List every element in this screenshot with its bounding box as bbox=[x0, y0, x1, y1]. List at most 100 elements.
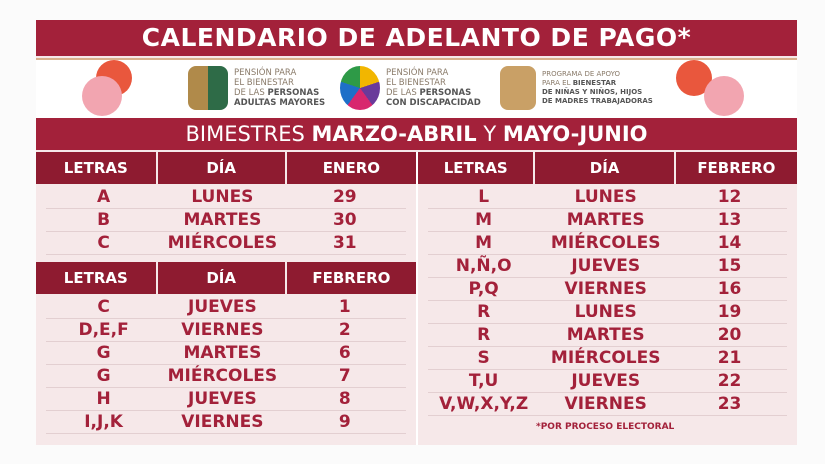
table-row: C MIÉRCOLES 31 bbox=[46, 232, 406, 255]
letters-cell: M bbox=[475, 210, 493, 230]
table-row: T,U JUEVES 22 bbox=[428, 370, 787, 393]
table-febrero-2: LETRAS DÍA FEBRERO L LUNES 12 M MARTES 13 M MIÉRCO… bbox=[418, 152, 797, 416]
letters-cell: M bbox=[475, 233, 493, 253]
day-cell: JUEVES bbox=[571, 256, 641, 276]
column-header: DÍA bbox=[158, 262, 287, 294]
table-row: R MARTES 20 bbox=[428, 324, 787, 347]
date-cell: 19 bbox=[717, 302, 742, 322]
table-row: I,J,K VIERNES 9 bbox=[46, 411, 406, 434]
program-text: ADULTAS MAYORES bbox=[234, 98, 326, 108]
program-text: PERSONAS bbox=[267, 88, 320, 98]
subtitle: BIMESTRES MARZO-ABRIL Y MAYO-JUNIO bbox=[36, 118, 797, 150]
letters-cell: H bbox=[96, 389, 111, 409]
date-cell: 29 bbox=[332, 187, 357, 207]
subtitle-text: MARZO-ABRIL bbox=[311, 122, 477, 146]
program-text: DE MADRES TRABAJADORAS bbox=[542, 97, 653, 105]
date-cell: 16 bbox=[717, 279, 742, 299]
letters-cell: T,U bbox=[468, 371, 499, 391]
page-title: CALENDARIO DE ADELANTO DE PAGO* bbox=[36, 20, 797, 56]
table-row: G MIÉRCOLES 7 bbox=[46, 365, 406, 388]
program-text: PERSONAS bbox=[419, 88, 472, 98]
column-header: LETRAS bbox=[36, 262, 158, 294]
table-row: B MARTES 30 bbox=[46, 209, 406, 232]
day-cell: JUEVES bbox=[188, 389, 257, 409]
day-cell: VIERNES bbox=[181, 412, 264, 432]
day-cell: MIÉRCOLES bbox=[167, 233, 278, 253]
column-header: LETRAS bbox=[418, 152, 536, 184]
subtitle-text: Y bbox=[476, 122, 503, 146]
date-cell: 31 bbox=[332, 233, 357, 253]
day-cell: MARTES bbox=[183, 210, 262, 230]
program-text: BIENESTAR bbox=[572, 79, 617, 87]
program-text: DE NIÑAS Y NIÑOS, HIJOS bbox=[542, 88, 643, 96]
letters-cell: A bbox=[97, 187, 111, 207]
date-cell: 12 bbox=[717, 187, 742, 207]
footnote: *POR PROCESO ELECTORAL bbox=[536, 422, 675, 432]
program-text: EL BIENESTAR bbox=[234, 78, 294, 88]
program-ninas-ninos: PROGRAMA DE APOYO PARA EL BIENESTAR DE NIÑ… bbox=[500, 66, 653, 110]
column-header: ENERO bbox=[322, 159, 381, 177]
letters-cell: R bbox=[477, 325, 491, 345]
table-row: N,Ñ,O JUEVES 15 bbox=[428, 255, 787, 278]
letters-cell: I,J,K bbox=[84, 412, 123, 432]
day-cell: MIÉRCOLES bbox=[550, 348, 661, 368]
date-cell: 9 bbox=[338, 412, 351, 432]
date-cell: 8 bbox=[338, 389, 351, 409]
table-header: LETRAS DÍA ENERO bbox=[36, 152, 416, 184]
day-cell: VIERNES bbox=[564, 394, 647, 414]
date-cell: 7 bbox=[338, 366, 351, 386]
letters-cell: V,W,X,Y,Z bbox=[439, 394, 529, 414]
disability-circles-heart-icon bbox=[340, 66, 380, 110]
column-header: LETRAS bbox=[36, 152, 158, 184]
letters-cell: B bbox=[97, 210, 111, 230]
day-cell: MIÉRCOLES bbox=[550, 233, 661, 253]
program-text: PARA EL bbox=[542, 79, 573, 87]
date-cell: 6 bbox=[338, 343, 351, 363]
table-row: A LUNES 29 bbox=[46, 186, 406, 209]
letters-cell: C bbox=[97, 297, 110, 317]
date-cell: 1 bbox=[338, 297, 351, 317]
date-cell: 2 bbox=[338, 320, 351, 340]
letters-cell: D,E,F bbox=[78, 320, 129, 340]
letters-cell: R bbox=[477, 302, 491, 322]
column-header: DÍA bbox=[158, 152, 287, 184]
table-enero: LETRAS DÍA ENERO A LUNES 29 B MARTES 30 C MIÉRCOLE… bbox=[36, 152, 416, 255]
flower-decoration-icon bbox=[704, 76, 744, 116]
table-row: S MIÉRCOLES 21 bbox=[428, 347, 787, 370]
program-logos: PENSIÓN PARA EL BIENESTAR DE LAS PERSONAS A… bbox=[36, 58, 797, 118]
letters-cell: N,Ñ,O bbox=[455, 256, 512, 276]
column-header: FEBRERO bbox=[697, 159, 776, 177]
date-cell: 30 bbox=[332, 210, 357, 230]
elderly-couple-heart-icon bbox=[188, 66, 228, 110]
program-adultos-mayores: PENSIÓN PARA EL BIENESTAR DE LAS PERSONAS A… bbox=[188, 66, 325, 110]
date-cell: 22 bbox=[717, 371, 742, 391]
date-cell: 15 bbox=[717, 256, 742, 276]
date-cell: 23 bbox=[717, 394, 742, 414]
program-text: PENSIÓN PARA bbox=[234, 68, 297, 78]
program-text: DE LAS bbox=[386, 88, 420, 98]
letters-cell: S bbox=[477, 348, 490, 368]
day-cell: LUNES bbox=[574, 187, 637, 207]
day-cell: MARTES bbox=[566, 210, 645, 230]
payment-calendar: CALENDARIO DE ADELANTO DE PAGO* PENSIÓN … bbox=[36, 20, 797, 445]
day-cell: LUNES bbox=[191, 187, 254, 207]
table-row: G MARTES 6 bbox=[46, 342, 406, 365]
table-row: L LUNES 12 bbox=[428, 186, 787, 209]
day-cell: MARTES bbox=[183, 343, 262, 363]
table-row: H JUEVES 8 bbox=[46, 388, 406, 411]
day-cell: MARTES bbox=[566, 325, 645, 345]
letters-cell: L bbox=[478, 187, 490, 207]
day-cell: JUEVES bbox=[188, 297, 257, 317]
day-cell: VIERNES bbox=[564, 279, 647, 299]
table-header: LETRAS DÍA FEBRERO bbox=[418, 152, 797, 184]
program-text: EL BIENESTAR bbox=[386, 78, 446, 88]
program-discapacidad: PENSIÓN PARA EL BIENESTAR DE LAS PERSONAS C… bbox=[340, 66, 481, 110]
table-header: LETRAS DÍA FEBRERO bbox=[36, 262, 416, 294]
date-cell: 13 bbox=[717, 210, 742, 230]
subtitle-text: BIMESTRES bbox=[185, 122, 312, 146]
mother-children-heart-icon bbox=[500, 66, 536, 110]
table-row: P,Q VIERNES 16 bbox=[428, 278, 787, 301]
table-row: V,W,X,Y,Z VIERNES 23 bbox=[428, 393, 787, 416]
day-cell: JUEVES bbox=[571, 371, 641, 391]
letters-cell: G bbox=[96, 366, 111, 386]
